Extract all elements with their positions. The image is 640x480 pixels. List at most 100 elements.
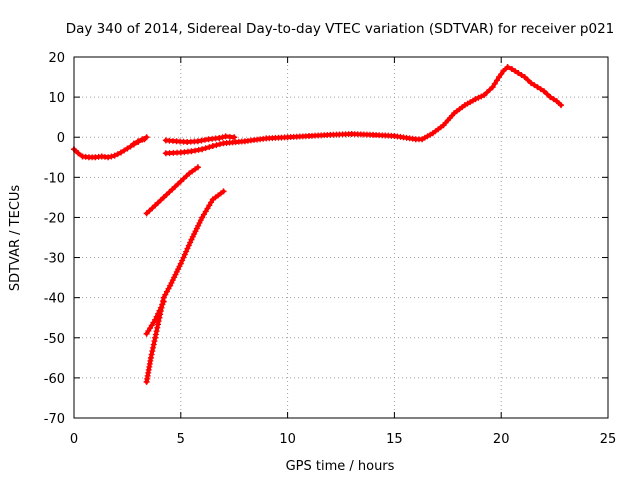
data-point [111,152,118,159]
data-point [202,145,209,152]
data-point [345,131,352,138]
x-tick-label: 25 [600,432,617,447]
data-point [155,318,162,325]
y-tick-label: -70 [44,412,65,427]
data-point [95,153,102,160]
data-point [162,291,169,298]
data-point [130,140,137,147]
data-point [302,133,309,140]
data-point [82,153,89,160]
data-point [180,254,187,261]
grid-layer [74,57,608,418]
data-point [547,94,554,101]
data-point [163,191,170,198]
data-point [508,66,515,73]
data-point [486,86,493,93]
data-point [181,251,188,258]
series-arc-7 [130,134,150,147]
data-point [409,135,416,142]
data-point [177,260,184,267]
data-point [127,143,134,150]
data-point [150,341,157,348]
data-point [150,344,157,351]
data-point [550,96,557,103]
data-point [179,257,186,264]
data-point [159,301,166,308]
data-point [197,217,204,224]
data-point [152,202,159,209]
data-point [101,153,108,160]
data-point [191,138,198,145]
data-point [544,91,551,98]
data-point [212,135,219,142]
data-point [146,207,153,214]
data-point [199,146,206,153]
data-point [188,236,195,243]
data-point [500,68,507,75]
y-tick-label: -40 [44,292,65,307]
data-point [469,97,476,104]
data-point [192,166,199,173]
data-point [518,72,525,79]
data-point [217,190,224,197]
data-point [183,248,190,255]
data-point [153,313,160,320]
data-point [169,277,176,284]
data-point [206,144,213,151]
data-point [172,183,179,190]
data-point [177,178,184,185]
x-tick-label: 0 [70,432,78,447]
data-point [504,64,511,71]
data-point [117,149,124,156]
data-point [154,324,161,331]
data-point [489,84,496,91]
data-point [183,172,190,179]
data-point [515,70,522,77]
data-point [478,93,485,100]
data-point [193,225,200,232]
data-point [196,219,203,226]
data-point [124,145,131,152]
data-point [213,142,220,149]
data-point [493,77,500,84]
x-tick-label: 10 [279,432,296,447]
data-point [171,274,178,281]
data-point [156,307,163,314]
data-point [238,138,245,145]
data-point [204,205,211,212]
data-point [534,84,541,91]
data-point [496,74,503,81]
data-point [192,228,199,235]
data-point [192,147,199,154]
data-point [281,134,288,141]
series-layer [71,64,565,385]
data-point [202,208,209,215]
data-point [206,202,213,209]
data-point [163,288,170,295]
data-point [149,348,156,355]
data-point [388,132,395,139]
data-point [143,134,150,141]
data-point [531,82,538,89]
data-point [219,134,226,141]
data-point [169,186,176,193]
chart-title: Day 340 of 2014, Sidereal Day-to-day VTE… [66,21,615,37]
series-arc-6 [143,298,167,337]
data-point [540,88,547,95]
data-point [174,181,181,188]
data-point [157,197,164,204]
y-tick-label: -20 [44,211,65,226]
data-point [148,351,155,358]
data-point [165,285,172,292]
data-point [199,214,206,221]
data-point [459,104,466,111]
x-tick-label: 15 [386,432,403,447]
data-point [195,146,202,153]
series-line [144,189,226,384]
data-point [449,112,456,119]
data-point [75,150,82,157]
y-tick-label: -10 [44,171,65,186]
data-point [108,153,115,160]
data-point [149,205,156,212]
